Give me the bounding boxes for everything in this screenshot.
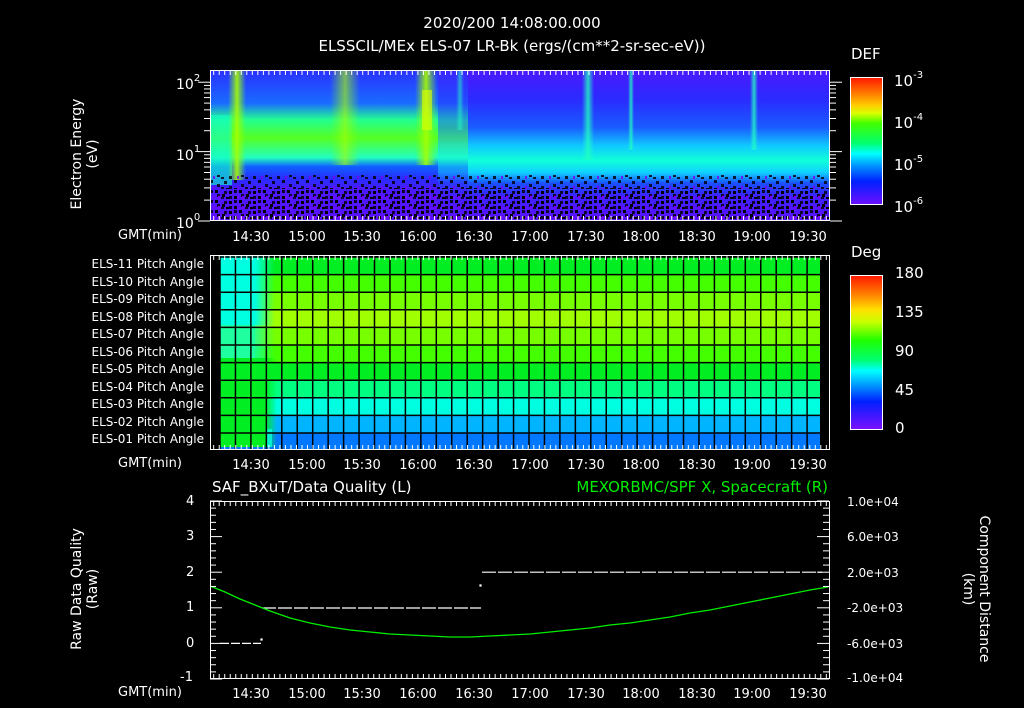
pitch-angle-row-label: ELS-10 Pitch Angle [91,274,204,289]
colorbar-def [850,77,883,205]
panel1-x-axis-label: GMT(min) [118,228,182,243]
colorbar-deg-title: Deg [851,243,882,261]
colorbar-def-label: 10-5 [894,154,924,174]
plot-timestamp: 2020/200 14:08:00.000 [423,14,601,32]
x-tick: 17:30 [567,230,605,245]
colorbar-deg-label: 135 [895,303,924,321]
panel1-frame [210,70,830,221]
x-tick: 19:30 [789,230,827,245]
x-tick: 16:00 [399,458,437,473]
pitch-angle-row-label: ELS-04 Pitch Angle [91,379,204,394]
line-plot-canvas [209,571,829,644]
quality-distance-plot[interactable] [209,501,830,679]
colorbar-def-title: DEF [851,45,881,63]
x-tick: 15:00 [288,687,326,702]
ytick-left: 1 [186,600,195,615]
x-tick: 16:30 [455,687,493,702]
ytick-1: 100 [176,212,201,232]
pitch-angle-rows [220,257,820,451]
x-tick: 16:00 [399,230,437,245]
ytick-right: -6.0e+03 [847,637,904,651]
x-tick: 15:00 [288,458,326,473]
ytick-left: 3 [186,529,195,544]
colorbar-def-label: 10-3 [894,70,924,90]
ytick-right: 1.0e+04 [847,495,899,509]
colorbar-deg-label: 45 [895,381,915,399]
ytick-right: 6.0e+03 [847,530,899,544]
ytick-left: 2 [186,565,195,580]
x-tick: 18:00 [622,230,660,245]
pitch-angle-canvas [210,255,830,452]
colorbar-deg-label: 90 [895,342,915,360]
x-tick: 15:30 [343,687,381,702]
x-tick: 19:30 [789,687,827,702]
panel3-right-title: MEXORBMC/SPF X, Spacecraft (R) [576,478,828,496]
x-tick: 14:30 [232,687,270,702]
panel3-left-title: SAF_BXuT/Data Quality (L) [212,478,412,496]
x-tick: 17:30 [567,687,605,702]
x-tick: 17:00 [511,687,549,702]
colorbar-def-label: 10-6 [894,196,924,216]
panel3-x-axis-label: GMT(min) [118,685,182,700]
energy-spectrogram[interactable] [210,70,835,221]
x-tick: 19:00 [733,687,771,702]
data-quality-series [220,571,822,644]
pitch-angle-row-label: ELS-08 Pitch Angle [91,309,204,324]
pitch-angle-row-label: ELS-02 Pitch Angle [91,414,204,429]
spectrogram-canvas [210,70,835,221]
x-tick: 18:00 [622,687,660,702]
x-tick: 15:30 [343,230,381,245]
x-tick: 16:30 [455,458,493,473]
spacecraft-x-series [209,585,829,638]
pitch-angle-heatmap[interactable] [210,255,830,452]
ytick-left: 0 [186,636,195,651]
pitch-angle-row-label: ELS-07 Pitch Angle [91,327,204,341]
x-tick: 19:00 [733,230,771,245]
x-tick: 14:30 [232,230,270,245]
x-tick: 19:00 [733,458,771,473]
x-tick: 18:30 [678,230,716,245]
pitch-angle-row-label: ELS-06 Pitch Angle [91,344,204,359]
ytick-100: 102 [176,73,201,93]
ytick-left: -1 [180,670,193,685]
colorbar-deg-label: 0 [895,419,905,437]
colorbar-def-label: 10-4 [894,112,924,132]
x-tick: 16:00 [399,687,437,702]
ytick-right: 2.0e+03 [847,566,899,580]
plot-subtitle: ELSSCIL/MEx ELS-07 LR-Bk (ergs/(cm**2-sr… [318,37,706,55]
x-tick: 17:00 [511,230,549,245]
x-tick: 16:30 [455,230,493,245]
x-tick: 14:30 [232,458,270,473]
x-tick: 15:00 [288,230,326,245]
ytick-10: 101 [176,144,201,164]
panel2-frame [210,255,830,450]
colorbar-deg-label: 180 [895,264,924,282]
pitch-angle-row-label: ELS-03 Pitch Angle [91,397,204,411]
colorbar-deg [850,275,883,430]
ytick-right: -1.0e+04 [847,671,904,685]
pitch-angle-row-label: ELS-01 Pitch Angle [91,432,204,446]
x-tick: 18:30 [678,687,716,702]
x-tick: 17:00 [511,458,549,473]
pitch-angle-row-label: ELS-09 Pitch Angle [91,292,204,306]
pitch-angle-row-label: ELS-11 Pitch Angle [91,257,204,271]
pitch-angle-row-label: ELS-05 Pitch Angle [91,362,204,376]
x-tick: 18:00 [622,458,660,473]
panel2-x-axis-label: GMT(min) [118,456,182,471]
panel3-frame [210,501,830,679]
ytick-left: 4 [186,494,195,509]
x-tick: 18:30 [678,458,716,473]
x-tick: 19:30 [789,458,827,473]
x-tick: 17:30 [567,458,605,473]
x-tick: 15:30 [343,458,381,473]
ytick-right: -2.0e+03 [847,601,904,615]
